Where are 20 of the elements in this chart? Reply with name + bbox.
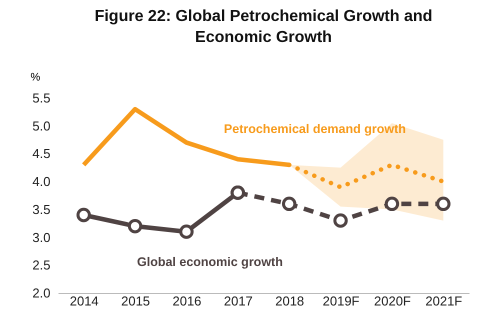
x-tick-label: 2015 <box>121 294 150 308</box>
x-tick-label: 2020F <box>374 294 411 308</box>
y-tick-label: 5.0 <box>32 118 50 134</box>
x-tick-label: 2017 <box>224 294 253 308</box>
y-tick-label: 5.5 <box>32 90 50 106</box>
chart-title: Figure 22: Global Petrochemical Growth and Economic Growth <box>94 8 432 46</box>
x-tick-label: 2018 <box>275 294 304 308</box>
series-label: Petrochemical demand growth <box>224 122 406 136</box>
y-tick-label: 3.5 <box>32 202 50 217</box>
y-tick-label: 2.5 <box>32 258 50 273</box>
x-tick-label: 2021F <box>425 294 462 308</box>
y-tick-label: 4.0 <box>32 174 50 190</box>
x-tick-label: 2014 <box>70 294 99 308</box>
y-tick-label: 2.0 <box>32 286 50 300</box>
x-tick-label: 2016 <box>172 294 202 308</box>
series-label: Global economic growth <box>137 255 283 269</box>
y-tick-label: 3.0 <box>32 230 50 245</box>
y-tick-label: 4.5 <box>32 146 50 162</box>
y-axis-title: % <box>30 72 40 84</box>
x-tick-label: 2019F <box>322 294 360 308</box>
